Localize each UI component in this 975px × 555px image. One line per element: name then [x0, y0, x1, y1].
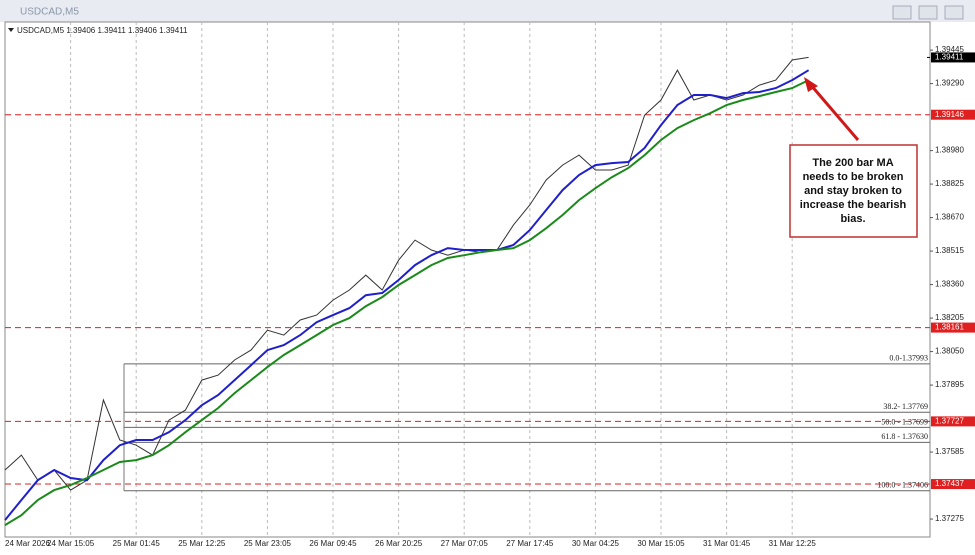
maximize-button[interactable] [918, 5, 938, 20]
minimize-button[interactable] [892, 5, 912, 20]
x-tick-label: 26 Mar 20:25 [375, 539, 423, 548]
y-tick-label: 1.38360 [935, 280, 964, 289]
x-tick-label: 26 Mar 09:45 [309, 539, 357, 548]
level-tag [931, 416, 975, 427]
annotation-text: bias. [840, 213, 865, 225]
y-tick-label: 1.39445 [935, 45, 964, 54]
fib-label: 50.0 - 1.37699 [881, 417, 928, 426]
x-tick-label: 25 Mar 01:45 [113, 539, 161, 548]
x-tick-label: 24 Mar 15:05 [47, 539, 95, 548]
x-tick-label: 31 Mar 01:45 [703, 539, 751, 548]
fib-label: 100.0 - 1.37406 [877, 481, 928, 490]
y-tick-label: 1.38670 [935, 213, 964, 222]
x-tick-label: 25 Mar 23:05 [244, 539, 292, 548]
level-label: 1.37727 [935, 416, 964, 425]
x-tick-label: 24 Mar 2026 [5, 539, 50, 548]
x-tick-label: 27 Mar 07:05 [441, 539, 489, 548]
fib-label: 61.8 - 1.37630 [881, 432, 928, 441]
fib-label: 0.0-1.37993 [889, 354, 928, 363]
y-tick-label: 1.37275 [935, 514, 964, 523]
annotation: The 200 bar MA needs to be broken and stay… [789, 77, 918, 238]
window-title: USDCAD,M5 [20, 7, 79, 18]
annotation-text: and stay broken to [804, 185, 902, 197]
moving-average [4, 79, 810, 526]
close-button[interactable] [944, 5, 964, 20]
x-tick-label: 31 Mar 12:25 [769, 539, 817, 548]
level-label: 1.38161 [935, 323, 964, 332]
current-price-label: 1.39411 [935, 53, 964, 62]
x-tick-label: 27 Mar 17:45 [506, 539, 554, 548]
level-tag [931, 322, 975, 333]
header-arrow [8, 28, 14, 32]
arrow-head [804, 77, 818, 92]
annotation-box [789, 144, 918, 238]
level-tag [931, 109, 975, 120]
level-label: 1.39146 [935, 110, 964, 119]
y-tick-label: 1.38825 [935, 179, 964, 188]
y-tick-label: 1.38515 [935, 246, 964, 255]
annotation-text: needs to be broken [803, 171, 904, 183]
y-tick-label: 1.39290 [935, 79, 964, 88]
fib-label: 38.2- 1.37769 [883, 402, 928, 411]
y-tick-label: 1.37585 [935, 447, 964, 456]
annotation-arrow [808, 83, 860, 141]
annotation-text: The 200 bar MA [812, 157, 893, 169]
y-tick-label: 1.37895 [935, 380, 964, 389]
annotation-text: increase the bearish [800, 199, 907, 211]
x-tick-label: 30 Mar 15:05 [637, 539, 685, 548]
symbol-header: USDCAD,M5 1.39406 1.39411 1.39406 1.3941… [17, 26, 188, 35]
y-tick-label: 1.38205 [935, 313, 964, 322]
level-label: 1.37437 [935, 479, 964, 488]
y-tick-label: 1.38050 [935, 347, 964, 356]
plot-area [4, 21, 931, 538]
title-bar [0, 0, 975, 22]
level-tag [931, 479, 975, 490]
price-line [4, 56, 809, 491]
x-tick-label: 25 Mar 12:25 [178, 539, 226, 548]
moving-average [4, 69, 810, 521]
current-price-tag [931, 52, 975, 63]
x-tick-label: 30 Mar 04:25 [572, 539, 620, 548]
y-tick-label: 1.38980 [935, 146, 964, 155]
